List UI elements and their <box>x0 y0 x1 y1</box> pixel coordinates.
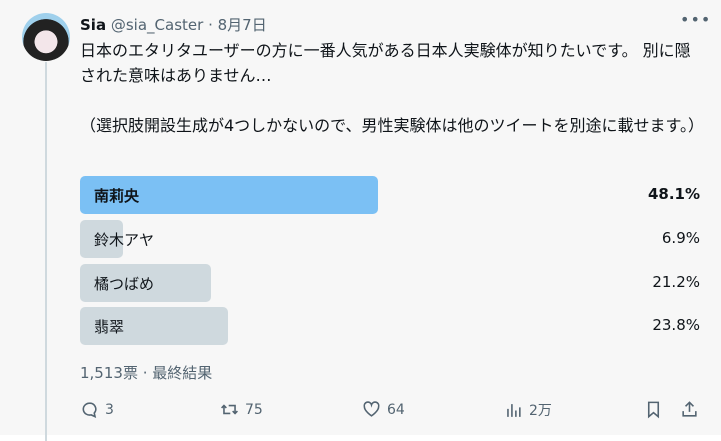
share-icon <box>682 401 697 417</box>
views-button[interactable]: 2万 <box>504 400 552 420</box>
poll-option-percent: 48.1% <box>647 185 700 203</box>
poll-summary: 1,513票 · 最終結果 <box>80 364 213 382</box>
bookmark-button[interactable] <box>644 400 663 419</box>
reply-count: 3 <box>105 401 114 418</box>
reply-button[interactable]: 3 <box>80 400 114 419</box>
thread-line <box>45 62 47 441</box>
heart-icon <box>363 401 380 417</box>
poll-option-percent: 21.2% <box>652 273 700 291</box>
view-count: 2万 <box>529 403 552 419</box>
views-icon <box>507 403 521 417</box>
poll-option-label: 鈴木アヤ <box>94 231 155 249</box>
poll-bar <box>80 220 123 258</box>
more-icon[interactable]: ••• <box>680 10 712 29</box>
like-button[interactable]: 64 <box>362 400 405 419</box>
poll-option: 橘つばめ 21.2% <box>80 264 700 302</box>
avatar[interactable] <box>22 13 70 61</box>
poll-option-percent: 6.9% <box>661 229 700 247</box>
poll-option: 南莉央 48.1% <box>80 176 700 214</box>
poll-option-label: 南莉央 <box>94 187 140 205</box>
retweet-icon <box>221 404 238 415</box>
poll-bar <box>80 176 379 214</box>
display-name[interactable]: Sia <box>80 16 107 34</box>
tweet-header: Sia @sia_Caster · 8月7日 <box>80 16 267 34</box>
poll-bar <box>80 307 228 345</box>
poll-option: 翡翠 23.8% <box>80 307 700 345</box>
share-button[interactable] <box>680 400 699 419</box>
handle[interactable]: @sia_Caster <box>110 16 204 34</box>
retweet-count: 75 <box>245 401 263 418</box>
like-count: 64 <box>387 401 405 418</box>
date[interactable]: 8月7日 <box>217 16 267 34</box>
poll-option: 鈴木アヤ 6.9% <box>80 220 700 258</box>
retweet-button[interactable]: 75 <box>220 400 263 419</box>
reply-icon <box>82 402 97 418</box>
poll-option-percent: 23.8% <box>652 316 700 334</box>
poll-option-label: 橘つばめ <box>94 275 155 293</box>
tweet-text: 日本のエタリタユーザーの方に一番人気がある日本人実験体が知りたいです。 別に隠さ… <box>80 41 704 135</box>
poll-bar <box>80 264 212 302</box>
bookmark-icon <box>647 401 660 419</box>
poll-option-label: 翡翠 <box>94 318 125 336</box>
